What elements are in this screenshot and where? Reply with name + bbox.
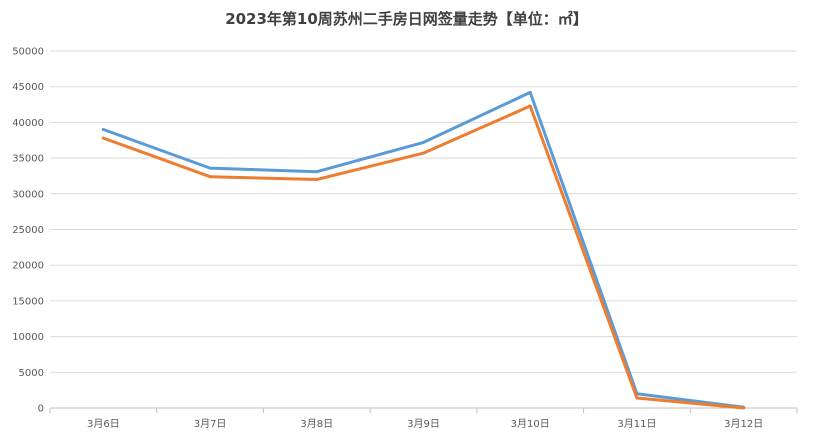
series-lines (101, 90, 746, 410)
y-tick-label: 0 (38, 404, 44, 415)
y-tick-label: 40000 (12, 118, 44, 129)
y-tick-label: 20000 (12, 261, 44, 272)
gridlines (50, 50, 797, 409)
x-tick-label: 3月9日 (407, 418, 440, 430)
x-axis: 3月6日 3月7日 3月8日 3月9日 3月10日 3月11日 3月12日 (49, 408, 798, 430)
series-line-2 (101, 104, 746, 410)
y-tick-label: 45000 (12, 82, 44, 93)
y-axis: 0 5000 10000 15000 20000 25000 30000 35000 40000… (12, 47, 44, 415)
y-tick-label: 25000 (12, 225, 44, 236)
data-point (422, 140, 425, 144)
y-tick-label: 10000 (12, 332, 44, 343)
y-tick-label: 5000 (19, 368, 44, 379)
data-point (635, 396, 639, 400)
data-point (315, 170, 319, 174)
x-tick-label: 3月6日 (87, 418, 120, 430)
chart-title: 2023年第10周苏州二手房日网签量走势【单位：㎡】 (225, 10, 588, 28)
data-point (528, 104, 532, 108)
y-tick-label: 30000 (12, 189, 44, 200)
x-tick-label: 3月7日 (194, 418, 227, 430)
data-point (208, 166, 212, 170)
data-point (101, 136, 105, 140)
y-tick-label: 15000 (12, 296, 44, 307)
data-point (422, 151, 425, 155)
series-line-1 (101, 90, 746, 409)
x-tick-label: 3月8日 (300, 418, 333, 430)
y-tick-label: 35000 (12, 154, 44, 165)
data-point (315, 178, 319, 182)
x-tick-label: 3月11日 (617, 418, 656, 430)
y-tick-label: 50000 (12, 47, 44, 58)
data-point (528, 90, 532, 94)
data-point (101, 128, 105, 132)
x-tick-label: 3月12日 (724, 418, 763, 430)
x-tick-label: 3月10日 (511, 418, 550, 430)
data-point (742, 406, 746, 410)
data-point (208, 175, 212, 179)
